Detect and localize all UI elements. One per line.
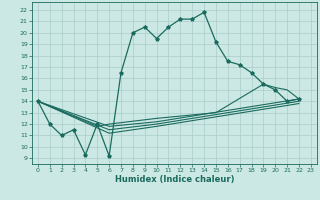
X-axis label: Humidex (Indice chaleur): Humidex (Indice chaleur): [115, 175, 234, 184]
